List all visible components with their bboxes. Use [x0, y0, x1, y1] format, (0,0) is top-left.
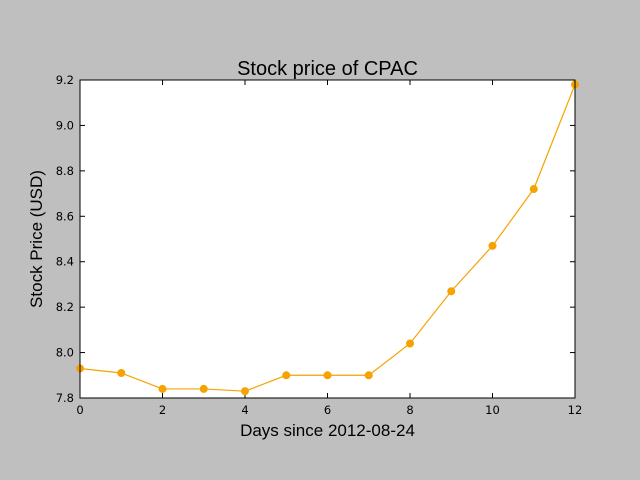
- chart-title: Stock price of CPAC: [237, 58, 418, 80]
- data-point: [364, 371, 373, 380]
- data-point: [323, 371, 332, 380]
- data-point: [117, 369, 126, 378]
- plot-frame: [79, 79, 576, 399]
- y-tick-label: 9.2: [56, 73, 74, 87]
- x-tick-label: 8: [406, 403, 413, 417]
- x-axis-label: Days since 2012-08-24: [240, 421, 415, 440]
- plot-area: [80, 80, 575, 398]
- data-point: [529, 185, 538, 194]
- y-tick-label: 8.6: [56, 209, 74, 223]
- x-tick-label: 6: [324, 403, 331, 417]
- data-point: [282, 371, 291, 380]
- data-point: [199, 384, 208, 393]
- data-point: [406, 339, 414, 348]
- data-point: [241, 387, 249, 396]
- x-tick-label: 0: [76, 403, 83, 417]
- data-point: [447, 287, 456, 296]
- y-tick-label: 8.4: [56, 255, 74, 269]
- y-tick-label: 9.0: [56, 118, 74, 132]
- x-tick-label: 12: [568, 403, 583, 417]
- data-point: [158, 384, 167, 393]
- y-tick-label: 8.8: [56, 164, 74, 178]
- y-axis-label: Stock Price (USD): [27, 170, 46, 308]
- x-tick-label: 4: [241, 403, 248, 417]
- y-tick-label: 8.0: [56, 346, 74, 360]
- x-tick-label: 2: [159, 403, 166, 417]
- data-point: [488, 241, 497, 250]
- x-tick-label: 10: [485, 403, 500, 417]
- y-tick-label: 7.8: [56, 391, 74, 405]
- y-tick-label: 8.2: [56, 300, 74, 314]
